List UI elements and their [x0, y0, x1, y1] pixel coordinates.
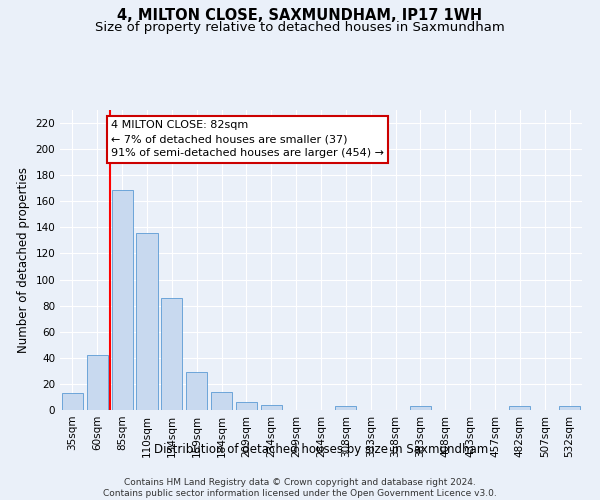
Text: Distribution of detached houses by size in Saxmundham: Distribution of detached houses by size …	[154, 442, 488, 456]
Y-axis label: Number of detached properties: Number of detached properties	[17, 167, 30, 353]
Bar	[509, 406, 530, 410]
Bar	[62, 393, 83, 410]
Bar	[136, 232, 158, 410]
Text: 4, MILTON CLOSE, SAXMUNDHAM, IP17 1WH: 4, MILTON CLOSE, SAXMUNDHAM, IP17 1WH	[118, 8, 482, 22]
Bar	[87, 355, 108, 410]
Bar	[410, 406, 431, 410]
Bar	[559, 406, 580, 410]
Bar	[261, 405, 282, 410]
Bar	[161, 298, 182, 410]
Bar	[236, 402, 257, 410]
Bar	[335, 406, 356, 410]
Text: Contains HM Land Registry data © Crown copyright and database right 2024.
Contai: Contains HM Land Registry data © Crown c…	[103, 478, 497, 498]
Bar	[211, 392, 232, 410]
Text: Size of property relative to detached houses in Saxmundham: Size of property relative to detached ho…	[95, 21, 505, 34]
Text: 4 MILTON CLOSE: 82sqm
← 7% of detached houses are smaller (37)
91% of semi-detac: 4 MILTON CLOSE: 82sqm ← 7% of detached h…	[111, 120, 384, 158]
Bar	[112, 190, 133, 410]
Bar	[186, 372, 207, 410]
